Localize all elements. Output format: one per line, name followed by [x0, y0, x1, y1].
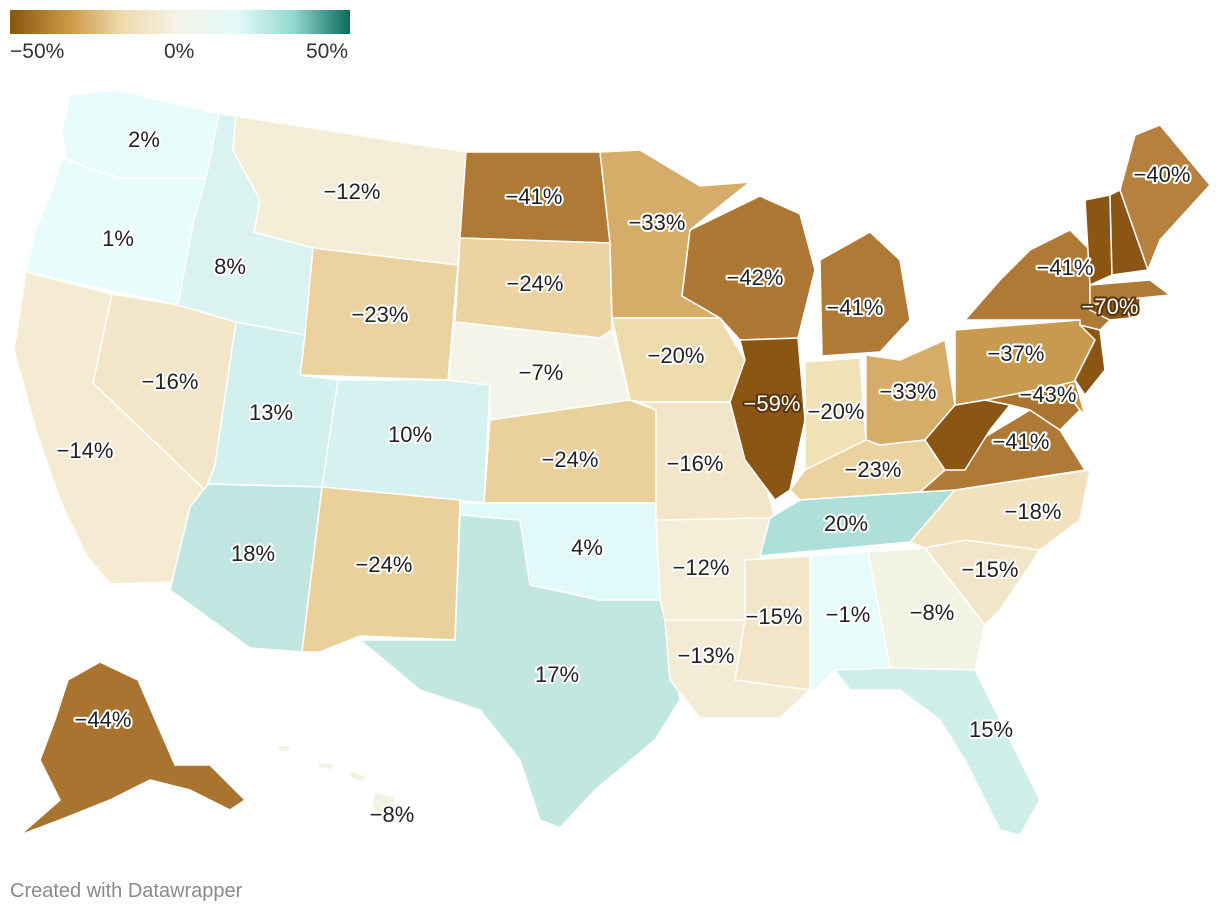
state-label-co: 10%: [388, 422, 432, 447]
state-label-me: −40%: [1134, 162, 1191, 187]
state-label-md: −43%: [1020, 382, 1077, 407]
state-ga[interactable]: [867, 547, 986, 671]
state-label-ks: −24%: [542, 447, 599, 472]
state-hi[interactable]: [277, 744, 397, 819]
state-label-id: 8%: [214, 254, 246, 279]
state-label-sd: −24%: [507, 271, 564, 296]
legend-tick-max: 50%: [306, 40, 349, 63]
state-label-ky: −23%: [845, 457, 902, 482]
states-layer: [13, 89, 1211, 836]
state-label-wi: −42%: [727, 265, 784, 290]
state-mi[interactable]: [819, 231, 911, 357]
state-nm[interactable]: [301, 486, 461, 653]
state-label-il: −59%: [744, 391, 801, 416]
state-label-mn: −33%: [629, 210, 686, 235]
state-label-la: −13%: [678, 643, 735, 668]
state-label-ga: −8%: [910, 600, 955, 625]
state-label-tn: 20%: [824, 511, 868, 536]
state-label-nv: −16%: [142, 369, 199, 394]
legend-tick-zero: 0%: [164, 40, 195, 63]
state-label-ms: −15%: [746, 604, 803, 629]
state-label-va: −41%: [993, 429, 1050, 454]
state-label-sc: −15%: [962, 557, 1019, 582]
state-label-wy: −23%: [352, 302, 409, 327]
state-il[interactable]: [729, 337, 806, 501]
state-label-ia: −20%: [648, 343, 705, 368]
state-co[interactable]: [321, 379, 491, 504]
state-label-az: 18%: [231, 541, 275, 566]
us-map: 2% 1% −14% −16% 8% −12% −23% 13% 10% 18% −24% −41% −…: [13, 89, 1211, 836]
state-ak[interactable]: [19, 661, 246, 836]
state-label-ut: 13%: [249, 400, 293, 425]
legend-gradient-bar: [10, 10, 350, 34]
state-label-ca: −14%: [57, 438, 114, 463]
state-label-ct: −70%: [1082, 294, 1139, 319]
state-label-al: −1%: [826, 602, 871, 627]
state-ma[interactable]: [1089, 279, 1171, 306]
state-me[interactable]: [1119, 124, 1211, 271]
legend-gradient-rect: [10, 10, 350, 34]
state-fl[interactable]: [834, 667, 1041, 836]
state-label-ne: −7%: [519, 360, 564, 385]
state-label-hi: −8%: [370, 802, 415, 827]
state-label-nm: −24%: [356, 552, 413, 577]
color-legend: −50% 0% 50%: [10, 10, 350, 63]
legend-tick-min: −50%: [10, 40, 65, 63]
state-label-nd: −41%: [506, 184, 563, 209]
credit-text: Created with Datawrapper: [10, 880, 243, 902]
state-label-mt: −12%: [324, 179, 381, 204]
state-label-wa: 2%: [128, 127, 160, 152]
state-wy[interactable]: [299, 247, 459, 381]
state-label-pa: −37%: [988, 341, 1045, 366]
state-label-fl: 15%: [969, 717, 1013, 742]
state-label-ny: −41%: [1037, 255, 1094, 280]
state-tx[interactable]: [359, 514, 681, 829]
state-label-mi: −41%: [827, 295, 884, 320]
state-label-ak: −44%: [75, 707, 132, 732]
labels-layer: 2% 1% −14% −16% 8% −12% −23% 13% 10% 18% −24% −41% −…: [55, 125, 1193, 829]
state-label-ok: 4%: [571, 535, 603, 560]
state-label-ar: −12%: [673, 555, 730, 580]
state-ms[interactable]: [734, 555, 811, 691]
state-label-or: 1%: [102, 226, 134, 251]
state-label-nc: −18%: [1005, 499, 1062, 524]
state-label-in: −20%: [808, 399, 865, 424]
state-az[interactable]: [169, 483, 323, 653]
state-label-oh: −33%: [880, 379, 937, 404]
state-label-mo: −16%: [667, 451, 724, 476]
state-label-tx: 17%: [535, 662, 579, 687]
